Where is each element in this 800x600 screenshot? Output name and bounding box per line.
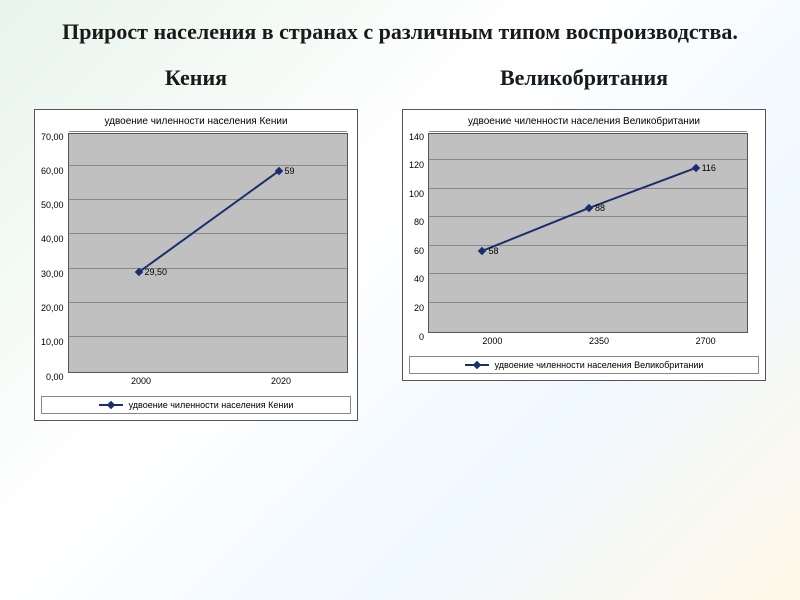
grid-line (429, 188, 747, 189)
grid-line (69, 233, 347, 234)
main-title: Прирост населения в странах с различным … (0, 0, 800, 55)
plot-area: 29,50 59 (68, 133, 348, 373)
chart-block: Великобритания удвоение чиленности населе… (402, 65, 766, 421)
data-point (134, 268, 142, 276)
x-axis: 2000 2020 (71, 376, 351, 386)
grid-line (69, 199, 347, 200)
point-label: 59 (285, 166, 295, 176)
plot-outer: 020406080100120140 58 88 116 (409, 133, 759, 333)
legend: удвоение чиленности населения Кении (41, 396, 351, 414)
plot-outer: 0,0010,0020,0030,0040,0050,0060,0070,002… (41, 133, 351, 373)
chart-title: удвоение чиленности населения Великобрит… (409, 116, 759, 127)
x-tick: 2350 (589, 336, 609, 346)
data-line (138, 170, 279, 273)
legend-marker (465, 364, 489, 366)
x-tick: 2700 (696, 336, 716, 346)
chart-block: Кения удвоение чиленности населения Кении… (34, 65, 358, 421)
x-tick: 2000 (131, 376, 151, 386)
legend-text: удвоение чиленности населения Великобрит… (495, 360, 704, 370)
y-axis: 020406080100120140 (409, 133, 428, 333)
data-point (691, 164, 699, 172)
x-tick: 2020 (271, 376, 291, 386)
chart-card: удвоение чиленности населения Кении 0,001… (34, 109, 358, 421)
plot-area: 58 88 116 (428, 133, 748, 333)
y-axis: 0,0010,0020,0030,0040,0050,0060,0070,00 (41, 133, 68, 373)
point-label: 29,50 (145, 267, 168, 277)
chart-card: удвоение чиленности населения Великобрит… (402, 109, 766, 381)
point-label: 58 (488, 246, 498, 256)
country-label: Великобритания (500, 65, 668, 91)
grid-line (429, 216, 747, 217)
grid-line (69, 165, 347, 166)
grid-line (69, 268, 347, 269)
grid-line (69, 302, 347, 303)
legend-marker (99, 404, 123, 406)
charts-row: Кения удвоение чиленности населения Кении… (0, 65, 800, 421)
grid-line (429, 245, 747, 246)
point-label: 88 (595, 203, 605, 213)
x-axis: 2000 2350 2700 (439, 336, 759, 346)
x-tick: 2000 (482, 336, 502, 346)
legend: удвоение чиленности населения Великобрит… (409, 356, 759, 374)
grid-line (429, 131, 747, 132)
legend-text: удвоение чиленности населения Кении (129, 400, 294, 410)
grid-line (429, 273, 747, 274)
grid-line (69, 131, 347, 132)
chart-title: удвоение чиленности населения Кении (41, 116, 351, 127)
point-label: 116 (702, 163, 716, 173)
grid-line (429, 302, 747, 303)
grid-line (69, 336, 347, 337)
grid-line (429, 159, 747, 160)
country-label: Кения (165, 65, 227, 91)
